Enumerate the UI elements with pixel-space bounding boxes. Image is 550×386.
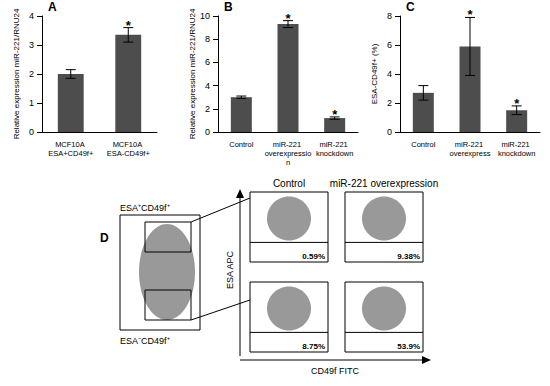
svg-text:53.9%: 53.9% xyxy=(397,342,420,351)
svg-text:9.38%: 9.38% xyxy=(397,252,420,261)
svg-text:miR-221 overexpression: miR-221 overexpression xyxy=(330,178,438,189)
svg-text:10: 10 xyxy=(200,11,210,21)
svg-text:*: * xyxy=(514,96,520,111)
svg-text:6: 6 xyxy=(205,57,210,67)
svg-text:miR-221: miR-221 xyxy=(455,140,485,149)
svg-text:knockdown: knockdown xyxy=(316,149,354,158)
svg-text:3: 3 xyxy=(29,40,34,50)
svg-text:ESA⁻CD49f⁺: ESA⁻CD49f⁺ xyxy=(120,336,170,346)
svg-text:overexpress: overexpress xyxy=(450,149,491,158)
svg-text:6: 6 xyxy=(387,40,392,50)
svg-text:C: C xyxy=(406,0,415,14)
svg-text:B: B xyxy=(224,0,233,14)
svg-text:MCF10A: MCF10A xyxy=(113,140,144,149)
svg-text:knockdown: knockdown xyxy=(498,149,536,158)
svg-text:2: 2 xyxy=(387,98,392,108)
svg-text:Control: Control xyxy=(411,140,436,149)
svg-text:CD49f FITC: CD49f FITC xyxy=(311,366,360,376)
svg-text:*: * xyxy=(285,11,291,26)
svg-text:4: 4 xyxy=(387,69,392,79)
svg-text:4: 4 xyxy=(29,11,34,21)
svg-text:Control: Control xyxy=(273,178,305,189)
svg-text:8: 8 xyxy=(387,11,392,21)
svg-text:4: 4 xyxy=(205,81,210,91)
svg-text:ESA-CD49f+: ESA-CD49f+ xyxy=(107,149,151,158)
svg-text:n: n xyxy=(286,158,290,167)
svg-text:0: 0 xyxy=(29,127,34,137)
svg-text:ESA APC: ESA APC xyxy=(225,250,235,289)
svg-text:8: 8 xyxy=(205,34,210,44)
svg-text:ESA-CD49f+ (%): ESA-CD49f+ (%) xyxy=(370,43,379,104)
svg-text:Relative expression miR-221/RN: Relative expression miR-221/RNU24 xyxy=(12,8,21,139)
svg-text:*: * xyxy=(467,7,473,22)
svg-text:ESA⁺CD49f⁺: ESA⁺CD49f⁺ xyxy=(120,203,170,213)
svg-text:*: * xyxy=(332,107,338,122)
svg-text:ESA+CD49f+: ESA+CD49f+ xyxy=(48,149,94,158)
svg-text:0.59%: 0.59% xyxy=(302,252,325,261)
svg-text:miR-221: miR-221 xyxy=(501,140,531,149)
svg-text:0: 0 xyxy=(205,127,210,137)
svg-text:*: * xyxy=(126,18,132,33)
svg-text:Relative expression miR-221/RN: Relative expression miR-221/RNU24 xyxy=(188,8,197,139)
svg-text:D: D xyxy=(100,231,109,245)
svg-text:1: 1 xyxy=(29,98,34,108)
svg-text:overexpressio: overexpressio xyxy=(265,149,312,158)
svg-text:MCF10A: MCF10A xyxy=(55,140,86,149)
svg-text:8.75%: 8.75% xyxy=(302,342,325,351)
svg-text:0: 0 xyxy=(387,127,392,137)
svg-text:2: 2 xyxy=(29,69,34,79)
svg-text:2: 2 xyxy=(205,104,210,114)
svg-text:A: A xyxy=(48,0,57,14)
svg-text:Control: Control xyxy=(229,140,254,149)
svg-text:miR-221: miR-221 xyxy=(273,140,303,149)
svg-text:miR-221: miR-221 xyxy=(319,140,349,149)
